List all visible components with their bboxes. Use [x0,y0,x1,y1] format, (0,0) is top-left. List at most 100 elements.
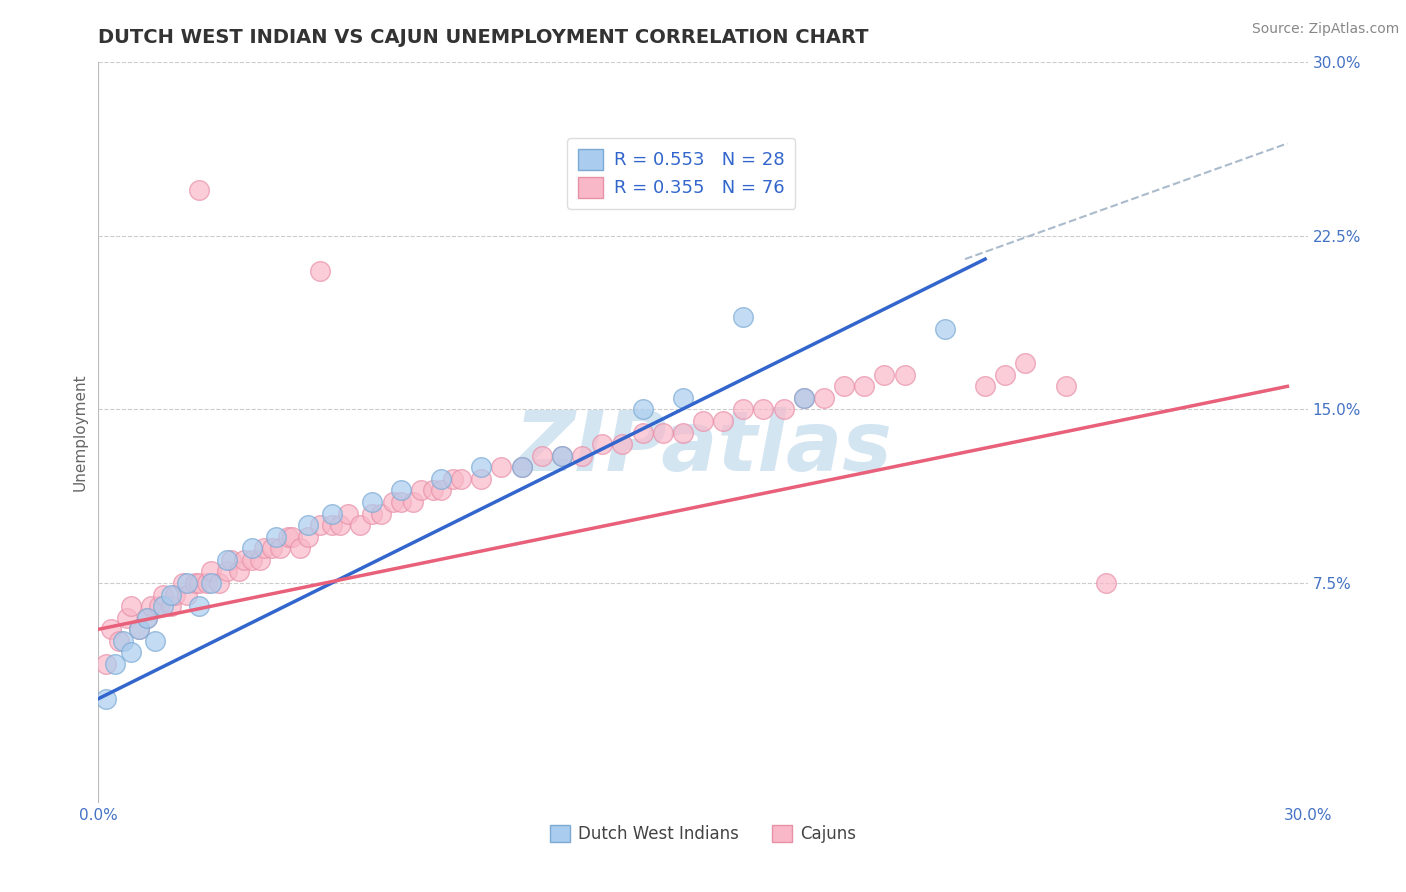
Point [309,518,332,533]
Point [163,588,186,602]
Point [103,657,125,671]
Point [631,402,654,417]
Point [530,449,553,463]
Point [188,599,211,614]
Point [853,379,876,393]
Point [370,507,392,521]
Point [551,449,574,463]
Point [672,391,695,405]
Point [200,565,222,579]
Point [672,425,695,440]
Point [208,576,231,591]
Point [591,437,613,451]
Point [389,495,412,509]
Point [240,553,263,567]
Point [139,599,162,614]
Point [135,611,157,625]
Point [152,599,174,614]
Point [361,495,384,509]
Point [143,633,166,648]
Point [176,576,198,591]
Point [228,565,250,579]
Point [430,472,453,486]
Point [430,483,453,498]
Point [128,622,150,636]
Point [321,507,343,521]
Point [96,657,118,671]
Point [470,460,492,475]
Point [253,541,276,556]
Point [651,425,673,440]
Y-axis label: Unemployment: Unemployment [72,374,87,491]
Point [148,599,170,614]
Point [297,518,319,533]
Point [994,368,1017,382]
Point [612,437,634,451]
Point [96,691,118,706]
Point [337,507,360,521]
Point [409,483,432,498]
Point [692,414,714,428]
Point [160,588,183,602]
Point [832,379,855,393]
Point [402,495,425,509]
Point [1014,356,1036,370]
Point [188,183,211,197]
Legend: Dutch West Indians, Cajuns: Dutch West Indians, Cajuns [543,819,863,850]
Point [491,460,513,475]
Point [120,645,142,659]
Text: Source: ZipAtlas.com: Source: ZipAtlas.com [1251,22,1399,37]
Point [934,321,956,335]
Point [470,472,492,486]
Point [733,402,755,417]
Point [813,391,835,405]
Point [793,391,815,405]
Point [172,576,194,591]
Point [297,530,319,544]
Point [893,368,915,382]
Text: DUTCH WEST INDIAN VS CAJUN UNEMPLOYMENT CORRELATION CHART: DUTCH WEST INDIAN VS CAJUN UNEMPLOYMENT … [98,28,869,47]
Point [232,553,254,567]
Point [793,391,815,405]
Point [128,622,150,636]
Point [441,472,464,486]
Point [631,425,654,440]
Point [249,553,271,567]
Point [288,541,311,556]
Point [115,611,138,625]
Point [176,588,198,602]
Point [1054,379,1077,393]
Point [711,414,734,428]
Point [381,495,404,509]
Point [281,530,304,544]
Point [260,541,283,556]
Point [217,553,239,567]
Point [349,518,371,533]
Point [100,622,122,636]
Point [752,402,775,417]
Point [195,576,218,591]
Point [111,633,134,648]
Point [269,541,291,556]
Point [217,565,239,579]
Point [510,460,533,475]
Point [510,460,533,475]
Point [200,576,222,591]
Point [152,588,174,602]
Point [422,483,444,498]
Point [240,541,263,556]
Text: ZIPatlas: ZIPatlas [515,407,891,488]
Point [321,518,343,533]
Point [120,599,142,614]
Point [309,263,332,277]
Point [551,449,574,463]
Point [772,402,794,417]
Point [873,368,896,382]
Point [1095,576,1118,591]
Point [107,633,129,648]
Point [221,553,243,567]
Point [389,483,412,498]
Point [188,576,211,591]
Point [361,507,384,521]
Point [974,379,997,393]
